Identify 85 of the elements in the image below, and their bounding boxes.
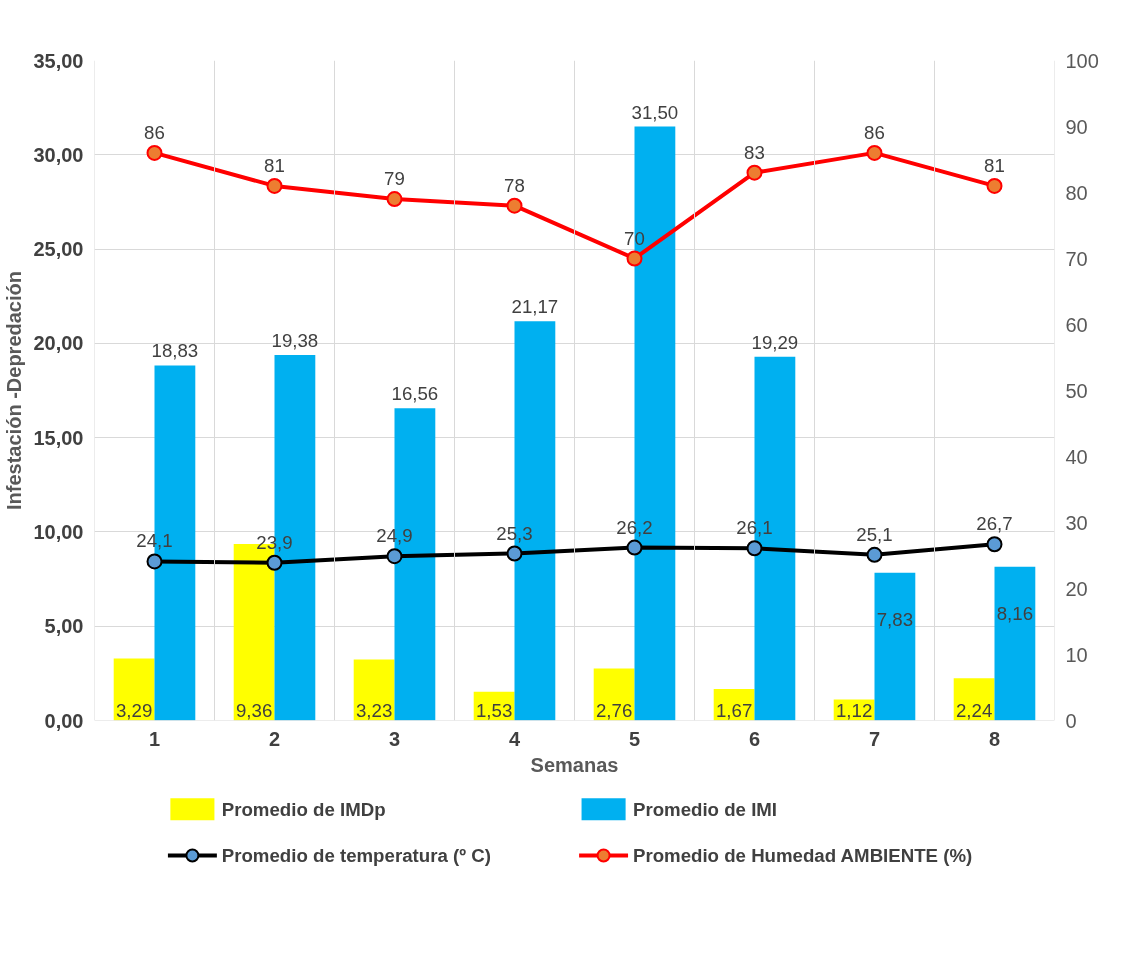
- y2-tick-label: 40: [1065, 445, 1088, 468]
- y2-tick-label: 60: [1065, 313, 1088, 336]
- data-label: 7,83: [876, 608, 914, 630]
- data-label: 83: [744, 141, 765, 163]
- x-tick-label: 7: [868, 727, 881, 750]
- data-label: 9,36: [235, 699, 273, 721]
- bar: [593, 668, 635, 721]
- data-label: 24,9: [376, 525, 413, 547]
- data-label: 86: [864, 121, 885, 143]
- y-tick-label: 35,00: [33, 49, 84, 72]
- x-tick-label: 5: [628, 727, 641, 750]
- data-label: 79: [384, 168, 405, 190]
- bar: [994, 566, 1036, 721]
- data-label: 19,38: [271, 330, 319, 352]
- x-tick-label: 6: [748, 727, 761, 750]
- data-label: 31,50: [631, 101, 679, 123]
- x-tick-label: 2: [268, 727, 281, 750]
- data-label: 8,16: [996, 602, 1034, 624]
- y-tick-label: 20,00: [33, 332, 84, 355]
- data-label: 2,24: [955, 699, 993, 721]
- data-label: 70: [624, 227, 645, 249]
- data-label: 1,12: [835, 699, 873, 721]
- data-label: 25,1: [856, 523, 893, 545]
- data-label: 26,7: [976, 513, 1013, 535]
- point: [866, 546, 883, 563]
- x-tick-label: 8: [988, 727, 1001, 750]
- data-label: 24,1: [136, 530, 173, 552]
- point: [506, 197, 523, 214]
- y-tick-label: 10,00: [33, 520, 84, 543]
- x-axis-title: Semanas: [530, 753, 619, 776]
- legend-label: Promedio de IMI: [632, 798, 778, 820]
- point: [506, 545, 523, 562]
- point: [386, 191, 403, 208]
- data-label: 1,67: [715, 699, 753, 721]
- data-label: 16,56: [391, 383, 439, 405]
- y-tick-label: 30,00: [33, 143, 84, 166]
- y2-tick-label: 30: [1065, 511, 1088, 534]
- bar: [874, 572, 916, 721]
- legend-label: Promedio de IMDp: [221, 798, 386, 820]
- point: [146, 144, 163, 161]
- y-axis-title: Infestación -Depredación: [3, 271, 26, 510]
- y-tick-label: 15,00: [33, 426, 84, 449]
- data-label: 26,2: [616, 516, 653, 538]
- point: [626, 250, 643, 267]
- y2-tick-label: 100: [1065, 49, 1099, 72]
- x-tick-label: 1: [148, 727, 161, 750]
- y2-tick-label: 10: [1065, 643, 1088, 666]
- data-label: 25,3: [496, 522, 533, 544]
- data-label: 21,17: [511, 296, 559, 318]
- y2-tick-label: 20: [1065, 577, 1088, 600]
- data-label: 23,9: [256, 531, 293, 553]
- y2-tick-label: 90: [1065, 115, 1088, 138]
- data-label: 86: [144, 121, 165, 143]
- y-tick-label: 5,00: [44, 615, 84, 638]
- legend-label: Promedio de temperatura (º C): [221, 845, 491, 866]
- point: [386, 548, 403, 565]
- point: [866, 144, 883, 161]
- legend-label: Promedio de Humedad AMBIENTE (%): [632, 845, 973, 866]
- point: [986, 536, 1003, 553]
- y-tick-label: 0,00: [44, 709, 84, 732]
- data-label: 18,83: [151, 340, 199, 362]
- point: [746, 540, 763, 557]
- point: [266, 177, 283, 194]
- data-label: 3,23: [355, 699, 393, 721]
- y2-tick-label: 70: [1065, 247, 1088, 270]
- point: [266, 554, 283, 571]
- point: [626, 539, 643, 556]
- y-tick-label: 25,00: [33, 238, 84, 261]
- point: [146, 553, 163, 570]
- x-tick-label: 3: [388, 727, 401, 750]
- data-label: 26,1: [736, 517, 773, 539]
- data-label: 2,76: [595, 699, 633, 721]
- data-label: 1,53: [475, 699, 513, 721]
- data-label: 78: [504, 174, 525, 196]
- x-tick-label: 4: [508, 727, 521, 750]
- y2-tick-label: 0: [1065, 709, 1077, 732]
- data-label: 81: [264, 154, 285, 176]
- data-label: 81: [984, 154, 1005, 176]
- y2-tick-label: 50: [1065, 379, 1088, 402]
- point: [746, 164, 763, 181]
- data-label: 19,29: [751, 331, 799, 353]
- bar: [113, 658, 155, 721]
- y2-tick-label: 80: [1065, 181, 1088, 204]
- point: [986, 177, 1003, 194]
- data-label: 3,29: [115, 699, 153, 721]
